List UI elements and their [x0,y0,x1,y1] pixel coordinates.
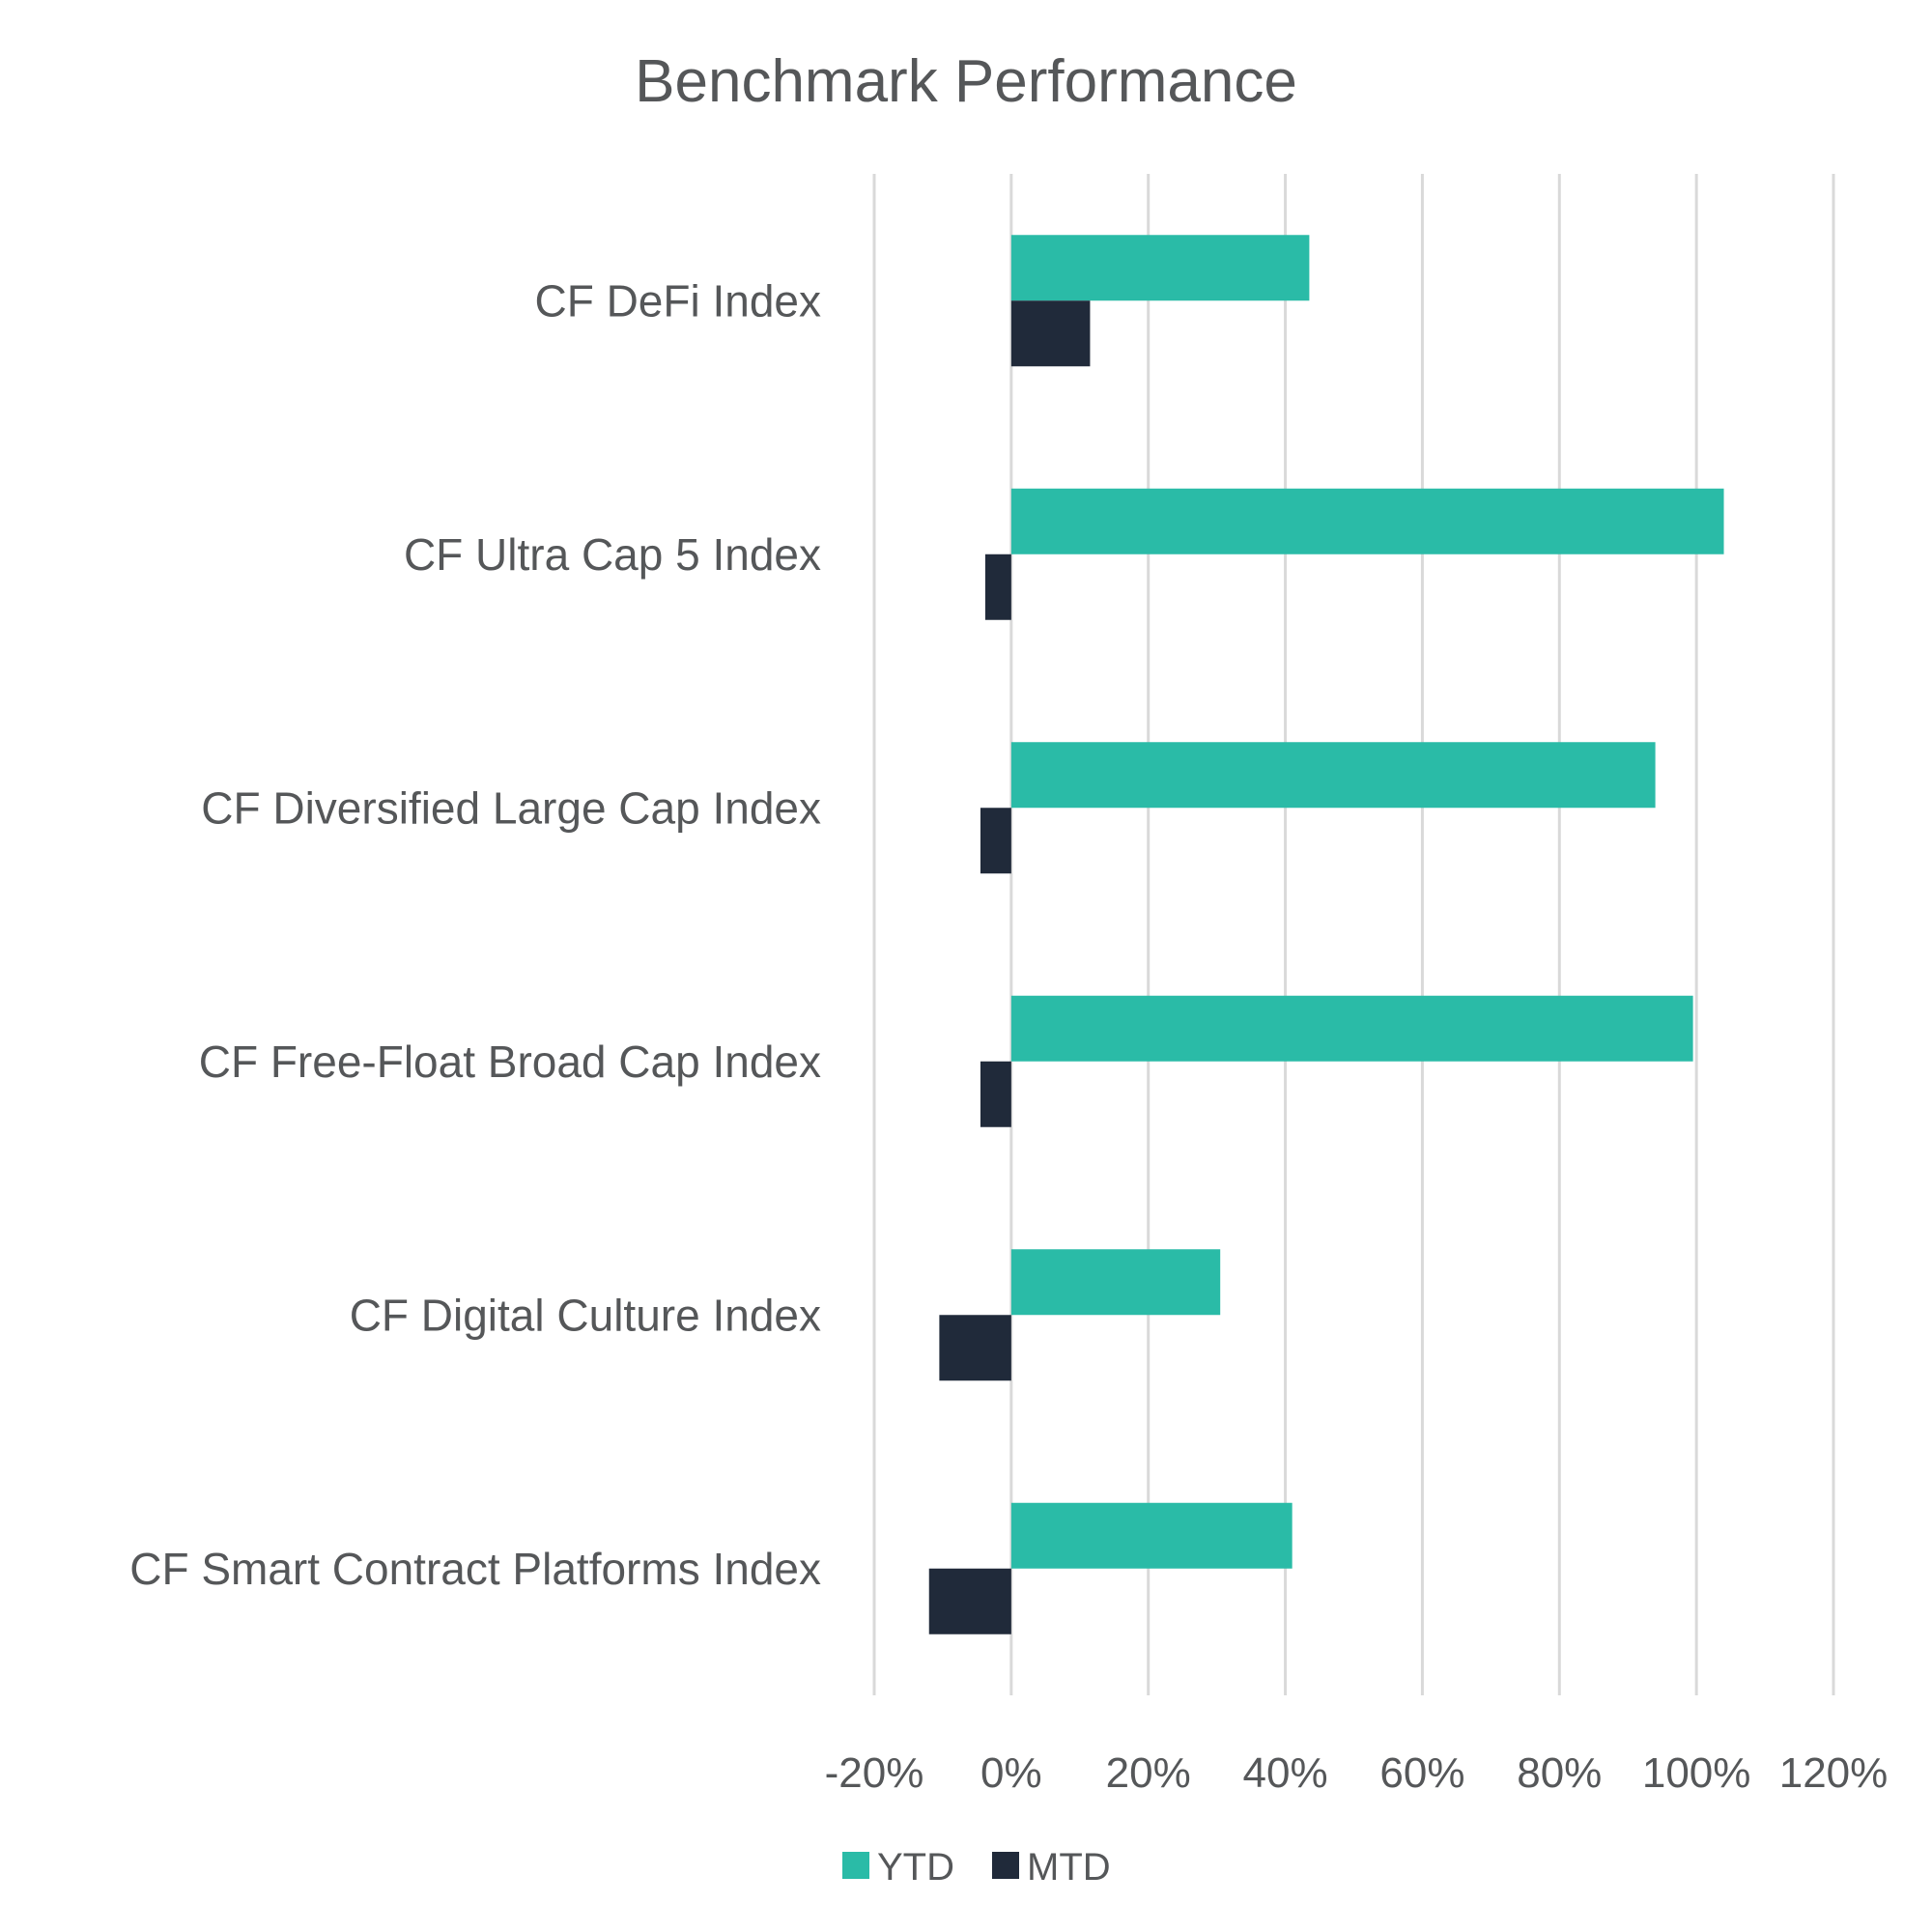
bar-ytd-3 [1010,995,1693,1062]
bar-mtd-3 [980,1061,1011,1127]
bar-ytd-1 [1010,488,1724,554]
category-label: CF Digital Culture Index [350,1290,821,1340]
category-label: CF Free-Float Broad Cap Index [199,1037,821,1087]
gridlines [872,174,1835,1695]
x-tick-label: 0% [980,1749,1042,1797]
category-label: CF Smart Contract Platforms Index [129,1544,821,1594]
x-tick-label: 80% [1517,1749,1602,1797]
legend-label-ytd: YTD [877,1846,954,1889]
category-labels: CF DeFi Index CF Ultra Cap 5 Index CF Dive… [129,275,821,1594]
bar-mtd-5 [928,1568,1011,1634]
chart-title: Benchmark Performance [635,48,1297,115]
bar-mtd-0 [1010,300,1091,367]
bar-mtd-4 [939,1315,1011,1381]
category-label: CF Diversified Large Cap Index [201,782,821,833]
x-axis-tick-labels: -20% 0% 20% 40% 60% 80% 100% 120% [825,1749,1889,1797]
x-tick-label: 60% [1379,1749,1464,1797]
bar-ytd-2 [1010,742,1656,809]
x-tick-label: 40% [1243,1749,1328,1797]
x-tick-label: 20% [1106,1749,1191,1797]
bars [928,235,1724,1634]
bar-ytd-4 [1010,1249,1221,1316]
legend: YTD MTD [842,1846,1111,1889]
x-tick-label: 100% [1642,1749,1751,1797]
bar-ytd-0 [1010,235,1310,301]
legend-swatch-ytd [842,1852,869,1879]
category-label: CF Ultra Cap 5 Index [404,529,821,580]
bar-mtd-1 [984,554,1011,620]
x-tick-label: -20% [825,1749,924,1797]
x-tick-label: 120% [1779,1749,1889,1797]
legend-swatch-mtd [992,1852,1019,1879]
legend-label-mtd: MTD [1027,1846,1111,1889]
bar-ytd-5 [1010,1502,1293,1569]
category-label: CF DeFi Index [534,275,821,326]
bar-mtd-2 [980,808,1011,874]
